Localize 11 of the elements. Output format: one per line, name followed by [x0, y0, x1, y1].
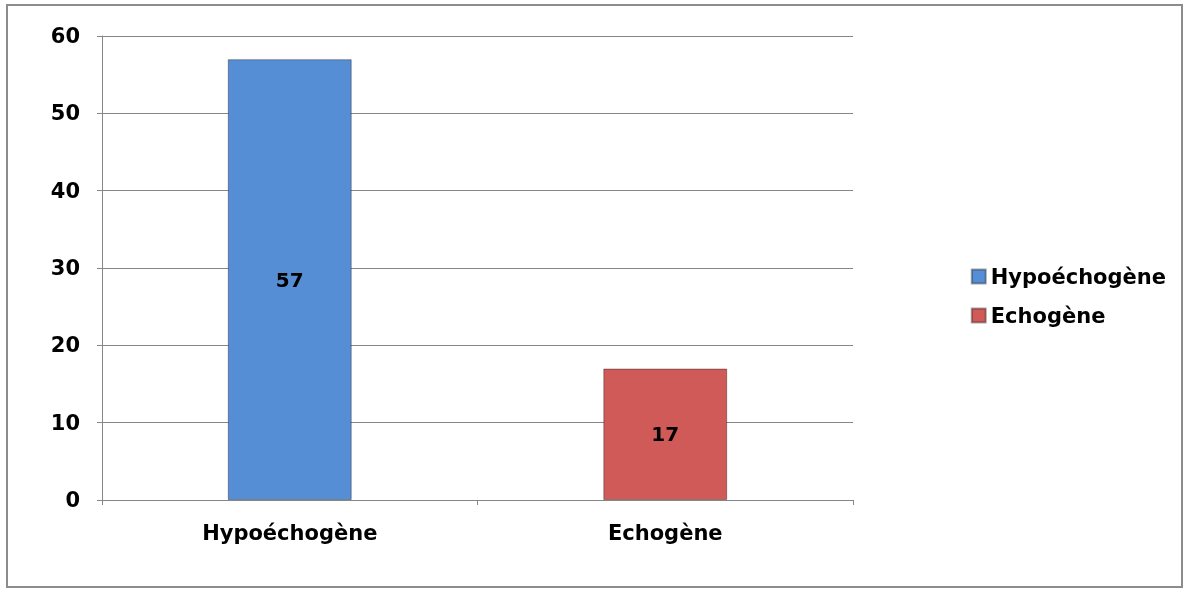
legend-label: Echogène [990, 303, 1106, 328]
y-tick-label: 30 [50, 256, 80, 280]
y-tick-label: 40 [50, 178, 80, 203]
y-tick-label: 10 [50, 410, 80, 435]
y-tick-label: 50 [50, 101, 80, 126]
legend-label: Hypoéchogène [990, 264, 1167, 289]
data-label: 17 [651, 422, 680, 447]
y-tick-label: 20 [50, 333, 80, 358]
data-label: 57 [275, 267, 304, 292]
y-tick-label: 60 [50, 24, 80, 48]
y-tick-label: 0 [65, 488, 80, 512]
